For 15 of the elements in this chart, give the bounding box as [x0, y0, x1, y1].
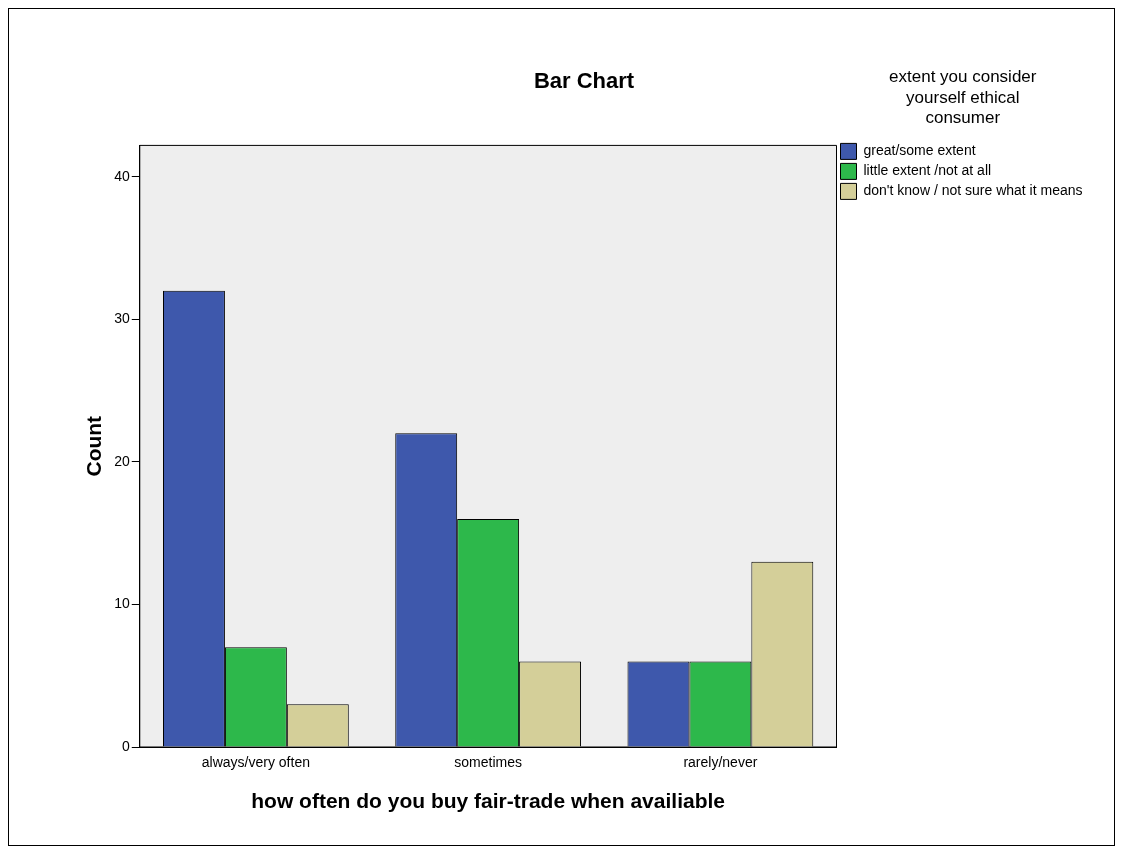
y-tick-label: 0	[121, 737, 130, 754]
y-tick-label: 40	[114, 167, 130, 184]
legend-label: great/some extent	[863, 142, 976, 159]
x-tick-label: sometimes	[454, 754, 522, 771]
y-tick-label: 10	[114, 595, 130, 612]
x-tick-label: always/very often	[201, 754, 310, 771]
x-tick-label: rarely/never	[683, 754, 758, 771]
x-axis-title: how often do you buy fair-trade when availiable	[251, 789, 725, 813]
legend-label: little extent /not at all	[863, 162, 992, 179]
y-tick-label: 30	[114, 310, 130, 327]
legend-title: extent you consider yourself ethical consumer	[889, 67, 1037, 127]
legend-label: don't know / not sure what it means	[863, 182, 1083, 199]
chart-title: Bar Chart	[533, 68, 635, 94]
y-axis-title: Count	[82, 415, 106, 477]
y-tick-label: 20	[114, 452, 130, 469]
